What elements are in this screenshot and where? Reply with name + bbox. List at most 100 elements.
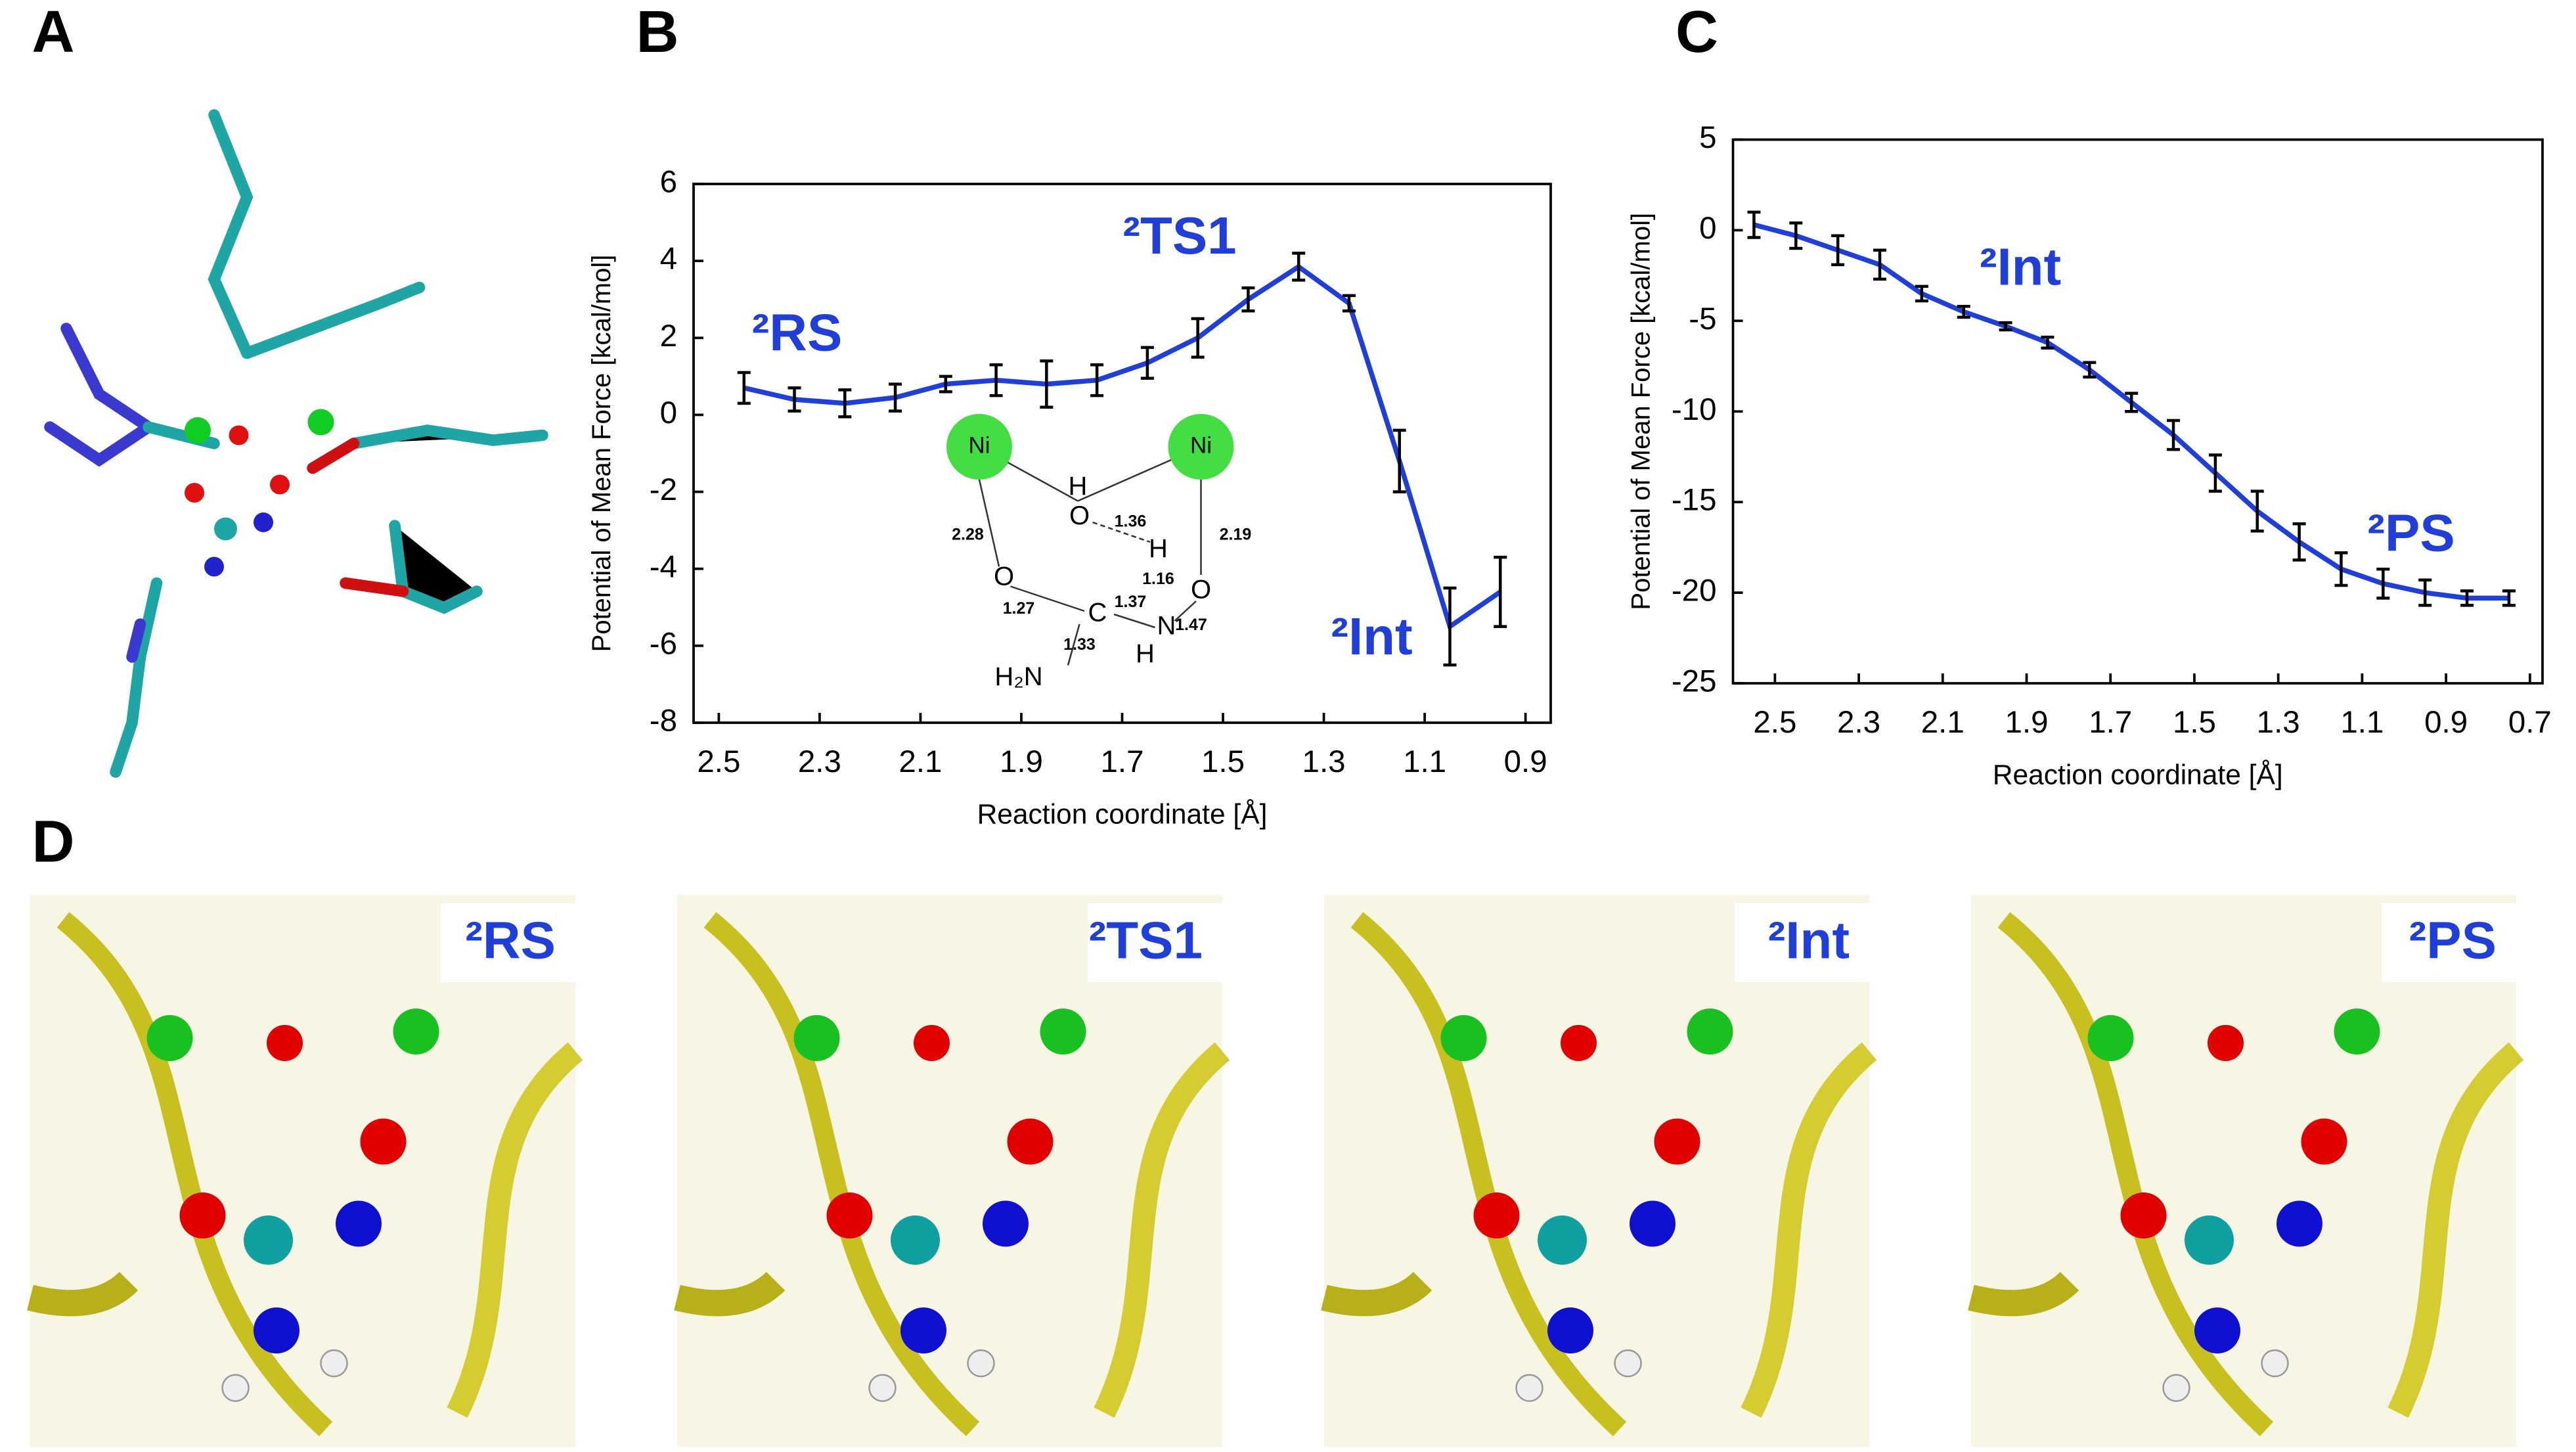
y-tick-label: -4 — [650, 549, 677, 584]
error-bar — [1191, 317, 1205, 359]
x-tick-label: 2.1 — [1921, 705, 1965, 740]
error-bar — [1292, 252, 1306, 282]
error-bar — [2125, 392, 2139, 413]
o-atom — [914, 1025, 950, 1061]
error-bar — [2460, 589, 2474, 607]
ribbon — [56, 912, 333, 1437]
inset-label: H — [1069, 472, 1088, 501]
label-bg — [1735, 903, 1869, 982]
inset-label: 1.27 — [1003, 599, 1035, 618]
bond — [1067, 624, 1080, 666]
ni-atom — [146, 1015, 193, 1061]
snapshot: ²PS — [1968, 895, 2524, 1447]
snapshot-label: ²Int — [1768, 911, 1850, 970]
o-atom — [1473, 1192, 1520, 1238]
y-tick-label: 4 — [660, 242, 677, 277]
ribbon — [1350, 912, 1627, 1437]
ribbon — [447, 1042, 583, 1418]
h-atom — [967, 1349, 995, 1378]
x-tick-label: 1.1 — [2340, 705, 2384, 740]
label-bg — [2382, 903, 2516, 982]
x-tick-label: 1.1 — [1403, 744, 1446, 779]
error-bar — [2167, 419, 2181, 451]
inset-label: N — [1157, 612, 1176, 641]
y-tick-label: 2 — [660, 319, 677, 353]
error-bar — [1999, 321, 2012, 332]
o-atom — [2301, 1118, 2347, 1165]
y-tick-label: -8 — [650, 704, 677, 738]
error-bar — [1342, 294, 1356, 313]
ribbon — [674, 1271, 786, 1317]
error-bar — [1090, 363, 1104, 397]
n-atom — [2194, 1307, 2240, 1353]
o-atom — [2208, 1025, 2244, 1061]
n-atom — [2276, 1200, 2322, 1247]
x-tick-label: 1.9 — [1000, 744, 1043, 779]
h-atom — [2261, 1349, 2289, 1378]
n-atom — [254, 1307, 300, 1353]
x-tick-label: 1.9 — [2005, 705, 2048, 740]
snapshot-label: ²PS — [2409, 911, 2497, 970]
error-bar — [989, 363, 1003, 397]
error-bar — [889, 382, 902, 413]
ribbon — [1741, 1042, 1877, 1418]
error-bar — [1040, 359, 1054, 409]
x-axis-label: Reaction coordinate [Å] — [977, 799, 1268, 830]
inset-label: 2.28 — [952, 526, 984, 544]
n-atom — [900, 1307, 946, 1353]
x-tick-label: 1.7 — [2089, 705, 2132, 740]
snapshot-label: ²TS1 — [1089, 911, 1203, 970]
h-atom — [1614, 1349, 1642, 1378]
error-bar — [2208, 453, 2222, 493]
ni-atom — [1040, 1009, 1086, 1055]
error-bar — [2418, 578, 2432, 607]
y-tick-label: -5 — [1689, 302, 1716, 336]
x-tick-label: 1.5 — [2173, 705, 2216, 740]
y-tick-label: -20 — [1672, 574, 1717, 608]
ribbon — [1094, 1042, 1230, 1418]
x-tick-label: 2.3 — [798, 744, 841, 779]
x-tick-label: 1.3 — [2257, 705, 2300, 740]
annotation: ²Int — [1331, 607, 1412, 666]
h-atom — [2162, 1374, 2190, 1402]
x-axis-label: Reaction coordinate [Å] — [1993, 760, 2283, 791]
h-atom — [868, 1374, 897, 1402]
x-tick-label: 0.9 — [1504, 744, 1547, 779]
y-tick-label: 0 — [1699, 211, 1716, 246]
inset-label: H — [1136, 639, 1155, 668]
panel-label: C — [1676, 0, 1718, 65]
o-atom — [1561, 1025, 1597, 1061]
o-atom — [826, 1192, 873, 1238]
inset-label: H₂N — [994, 662, 1042, 691]
y-tick-label: 0 — [660, 396, 677, 430]
x-tick-label: 1.7 — [1100, 744, 1144, 779]
ni-atom — [1687, 1009, 1733, 1055]
y-tick-label: -2 — [650, 472, 677, 507]
bond — [1174, 601, 1197, 622]
c-atom — [2185, 1215, 2234, 1265]
panel-label: D — [32, 809, 75, 874]
y-tick-label: -25 — [1672, 664, 1717, 699]
y-tick-label: -6 — [650, 626, 677, 661]
inset-label: O — [1069, 501, 1090, 530]
panel-label: B — [636, 0, 679, 65]
error-bar — [1915, 284, 1928, 303]
annotation: ²Int — [1980, 238, 2061, 296]
error-bar — [2083, 361, 2097, 379]
n-atom — [1547, 1307, 1593, 1353]
error-bar — [838, 388, 852, 419]
snapshot: ²RS — [27, 895, 583, 1447]
error-bar — [2292, 522, 2306, 562]
ni-atom — [793, 1015, 840, 1061]
n-atom — [983, 1200, 1029, 1247]
inset-label: 1.33 — [1063, 635, 1096, 654]
annotation: ²RS — [752, 304, 843, 362]
snapshot: ²TS1 — [674, 895, 1230, 1447]
x-tick-label: 2.1 — [899, 744, 942, 779]
error-bar — [2250, 489, 2264, 533]
inset-label: 1.47 — [1175, 616, 1207, 634]
c-atom — [1538, 1215, 1587, 1265]
series-line — [743, 263, 1502, 631]
